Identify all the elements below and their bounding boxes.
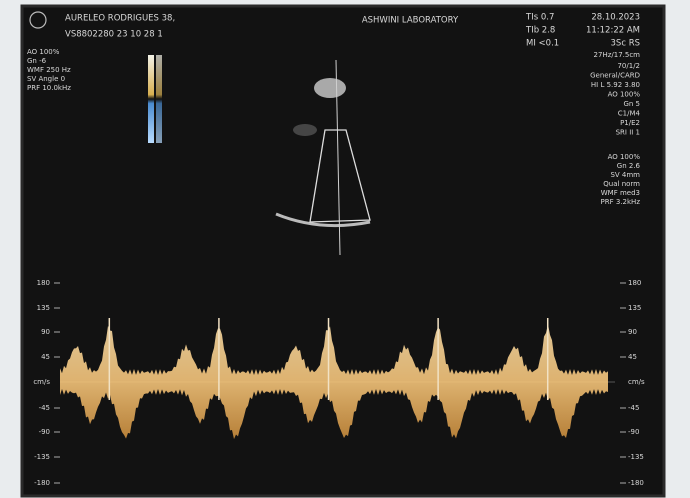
scale-label: -180	[628, 479, 644, 487]
scale-label: -135	[34, 453, 50, 461]
left-param: SV Angle 0	[27, 75, 65, 83]
scale-label: 135	[628, 304, 641, 312]
probe: 3Sc RS	[611, 39, 640, 49]
doppler-param: WMF med3	[601, 189, 640, 197]
patient-id: VS8802280 23 10 28 1	[65, 30, 163, 40]
logo	[29, 11, 47, 29]
scale-label: 45	[41, 353, 50, 361]
time: 11:12:22 AM	[586, 26, 640, 36]
left-param: WMF 250 Hz	[27, 66, 71, 74]
left-param: PRF 10.0kHz	[27, 84, 71, 92]
tib: TIb 2.8	[525, 26, 555, 36]
doppler-param: Qual norm	[603, 180, 640, 188]
right-param: HI L 5.92 3.80	[591, 81, 640, 89]
frame-rate: 27Hz/17.5cm	[594, 51, 641, 59]
scale-label: 135	[37, 304, 50, 312]
right-param: Gn 5	[623, 100, 640, 108]
right-param: SRI II 1	[616, 129, 640, 137]
scale-label: 90	[628, 328, 637, 336]
scale-unit: cm/s	[628, 378, 645, 386]
right-param: AO 100%	[608, 91, 641, 99]
scale-label: -90	[39, 428, 50, 436]
right-param: C1/M4	[618, 110, 641, 118]
scale-label: 180	[37, 279, 50, 287]
scale-label: 180	[628, 279, 641, 287]
scale-unit: cm/s	[33, 378, 50, 386]
screen-bezel	[20, 4, 666, 498]
tis: TIs 0.7	[525, 13, 554, 23]
right-param: P1/E2	[620, 119, 640, 127]
color-bar	[156, 55, 162, 143]
scale-label: -45	[628, 404, 639, 412]
scale-label: 90	[41, 328, 50, 336]
patient-name: AURELEO RODRIGUES 38,	[65, 14, 175, 24]
left-param: AO 100%	[27, 48, 60, 56]
color-bar	[148, 55, 154, 143]
mi: MI <0.1	[526, 39, 559, 49]
doppler-spectrum	[60, 324, 608, 440]
velocity-scales: 180 135 90 45 -45 -90 -135 -180 cm/s 180 135 90 45 -4…	[33, 279, 645, 487]
scale-label: 45	[628, 353, 637, 361]
date: 28.10.2023	[591, 13, 640, 23]
sector-image	[275, 59, 371, 256]
right-param: General/CARD	[590, 72, 640, 80]
lab-name: ASHWINI LABORATORY	[362, 16, 459, 26]
left-param: Gn -6	[27, 57, 47, 65]
scale-label: -135	[628, 453, 644, 461]
scale-label: -180	[34, 479, 50, 487]
scale-label: -90	[628, 428, 639, 436]
right-param: 70/1/2	[617, 62, 640, 70]
doppler-param: Gn 2.6	[617, 162, 641, 170]
doppler-param: AO 100%	[608, 153, 641, 161]
doppler-param: PRF 3.2kHz	[601, 198, 641, 206]
doppler-param: SV 4mm	[610, 171, 640, 179]
scale-label: -45	[39, 404, 50, 412]
